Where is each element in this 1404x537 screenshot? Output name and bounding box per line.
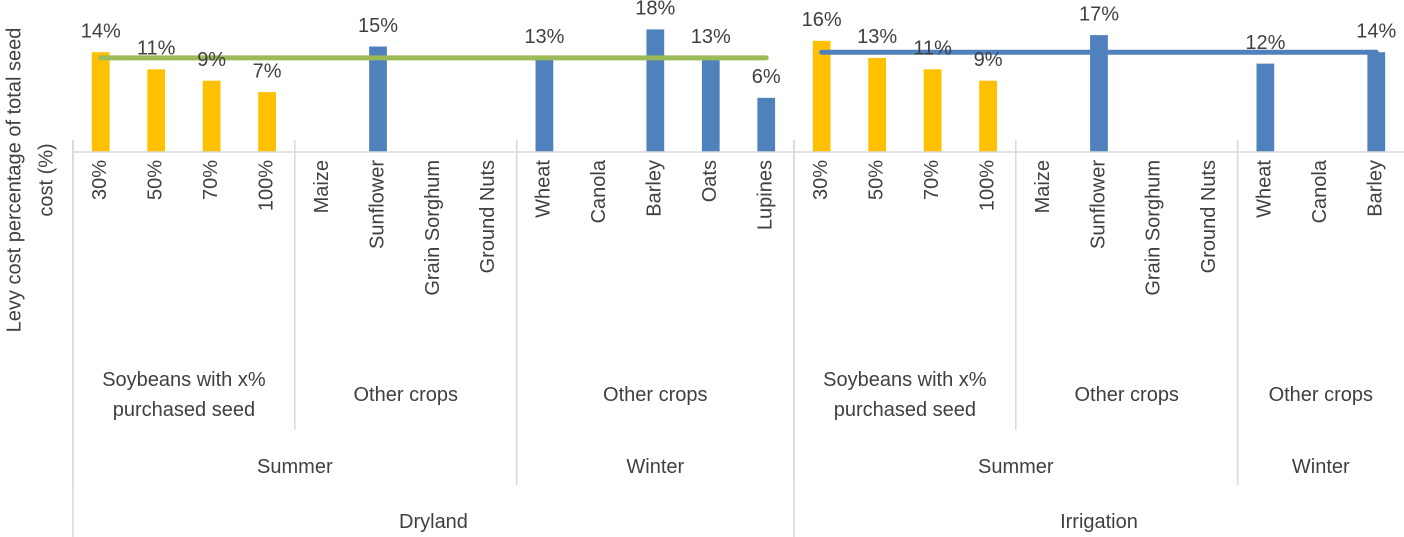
group-label: Winter [1291,456,1350,478]
bar [1367,52,1386,152]
x-tick-label: Oats [699,160,721,202]
group-label: Other crops [1074,384,1179,406]
x-tick-label: Canola [588,159,610,223]
data-label: 14% [81,20,121,42]
x-tick-label: Ground Nuts [1198,160,1220,273]
data-label: 17% [1079,3,1119,25]
x-tick-label: 70% [200,160,222,200]
data-label: 7% [253,60,282,82]
x-tick-label: 30% [89,160,111,200]
bar [757,97,776,152]
x-tick-label: Grain Sorghum [1143,160,1165,296]
x-tick-label: Maize [1032,160,1054,213]
x-tick-label: Barley [644,160,666,217]
data-label: 16% [802,9,842,31]
x-tick-label: 70% [921,160,943,200]
data-label: 14% [1356,20,1396,42]
bar [1090,35,1108,152]
data-label: 11% [913,38,952,60]
bar [923,69,942,152]
group-label: Winter [626,456,685,478]
bar [535,57,554,152]
data-label: 18% [635,0,675,20]
bar [369,46,387,153]
x-tick-label: Ground Nuts [477,160,499,273]
x-tick-label: 100% [976,160,998,211]
group-label: Summer [977,456,1054,478]
x-tick-label: 30% [810,160,832,200]
bar [1256,63,1275,152]
bar [701,57,720,152]
x-tick-label: Grain Sorghum [422,160,444,296]
x-tick-label: 50% [144,160,166,200]
data-label: 13% [524,26,564,48]
x-tick-label: Wheat [533,160,555,218]
group-label: Irrigation [1060,511,1138,533]
y-axis-title: Levy cost percentage of total seed [3,28,25,333]
bar [258,92,276,152]
data-label: 12% [1245,32,1285,54]
bar [979,80,997,152]
data-label: 15% [358,15,398,37]
data-label: 9% [974,49,1003,71]
group-label: Other crops [353,384,458,406]
group-label: Soybeans with x% purchased seed [102,369,266,421]
bar [91,52,110,152]
bar [812,40,831,152]
x-tick-label: Sunflower [1087,160,1109,249]
group-label: Dryland [399,511,468,533]
group-label: Other crops [603,384,708,406]
bar [868,57,887,152]
x-tick-label: Canola [1309,159,1331,223]
x-tick-label: Maize [311,160,333,213]
x-tick-label: 50% [865,160,887,200]
group-label: Summer [257,456,333,478]
bar [646,29,665,153]
data-label: 9% [197,49,226,71]
x-tick-label: Wheat [1254,160,1276,218]
bar [202,80,221,152]
group-label: Soybeans with x% purchased seed [823,369,987,421]
x-tick-label: 100% [255,160,277,211]
x-tick-label: Barley [1365,160,1387,217]
data-label: 13% [691,26,731,48]
data-label: 6% [752,66,781,88]
data-label: 13% [857,26,897,48]
x-tick-label: Sunflower [366,160,388,249]
data-label: 11% [137,38,176,60]
x-tick-label: Lupines [755,160,777,230]
y-axis-title: cost (%) [35,143,57,216]
bar [147,69,166,152]
group-label: Other crops [1268,384,1374,406]
